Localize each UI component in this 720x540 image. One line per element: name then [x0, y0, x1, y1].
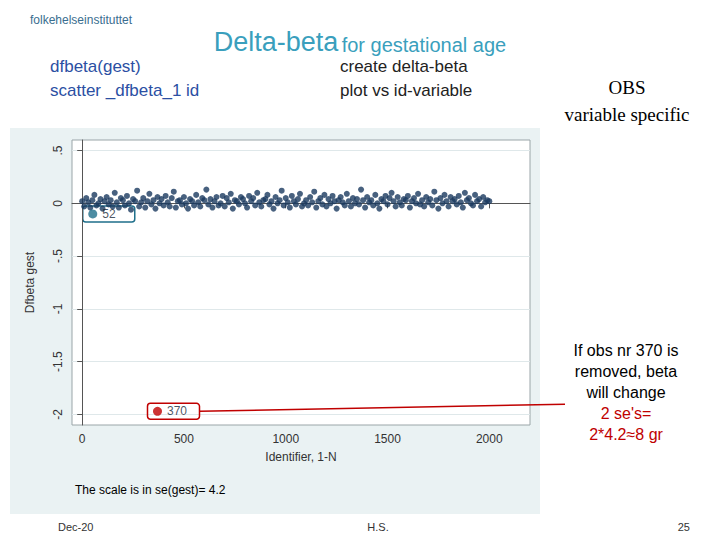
svg-text:0: 0: [51, 200, 65, 207]
svg-text:will change: will change: [585, 384, 665, 401]
svg-text:Dec-20: Dec-20: [58, 521, 93, 533]
svg-text:2 se's=: 2 se's=: [601, 405, 652, 422]
svg-text:.5: .5: [51, 145, 65, 155]
svg-text:create delta-beta: create delta-beta: [340, 57, 468, 76]
svg-text:for gestational age: for gestational age: [342, 34, 507, 56]
svg-text:0: 0: [79, 432, 86, 446]
svg-text:-1: -1: [51, 303, 65, 314]
svg-text:OBS: OBS: [609, 77, 646, 98]
svg-text:-.5: -.5: [51, 249, 65, 263]
svg-text:The scale is in se(gest)= 4.2: The scale is in se(gest)= 4.2: [75, 483, 226, 497]
svg-text:H.S.: H.S.: [367, 521, 388, 533]
svg-text:If obs nr 370 is: If obs nr 370 is: [574, 342, 679, 359]
svg-text:Dfbeta gest: Dfbeta gest: [23, 251, 37, 313]
svg-text:-2: -2: [51, 409, 65, 420]
svg-text:variable specific: variable specific: [564, 104, 689, 125]
svg-text:2*4.2≈8 gr: 2*4.2≈8 gr: [589, 426, 663, 443]
svg-text:1500: 1500: [374, 432, 401, 446]
svg-text:25: 25: [678, 521, 690, 533]
svg-text:plot vs id-variable: plot vs id-variable: [340, 81, 472, 100]
svg-text:52: 52: [102, 207, 116, 221]
svg-text:500: 500: [174, 432, 194, 446]
svg-text:1000: 1000: [272, 432, 299, 446]
svg-text:folkehelseinstituttet: folkehelseinstituttet: [30, 13, 133, 27]
svg-text:Identifier, 1-N: Identifier, 1-N: [265, 450, 336, 464]
svg-text:-1.5: -1.5: [51, 351, 65, 372]
svg-text:Delta-beta: Delta-beta: [214, 27, 340, 57]
svg-text:removed, beta: removed, beta: [575, 363, 677, 380]
svg-text:dfbeta(gest): dfbeta(gest): [50, 57, 141, 76]
svg-text:2000: 2000: [476, 432, 503, 446]
svg-text:scatter _dfbeta_1 id: scatter _dfbeta_1 id: [50, 81, 199, 100]
svg-text:370: 370: [167, 404, 187, 418]
